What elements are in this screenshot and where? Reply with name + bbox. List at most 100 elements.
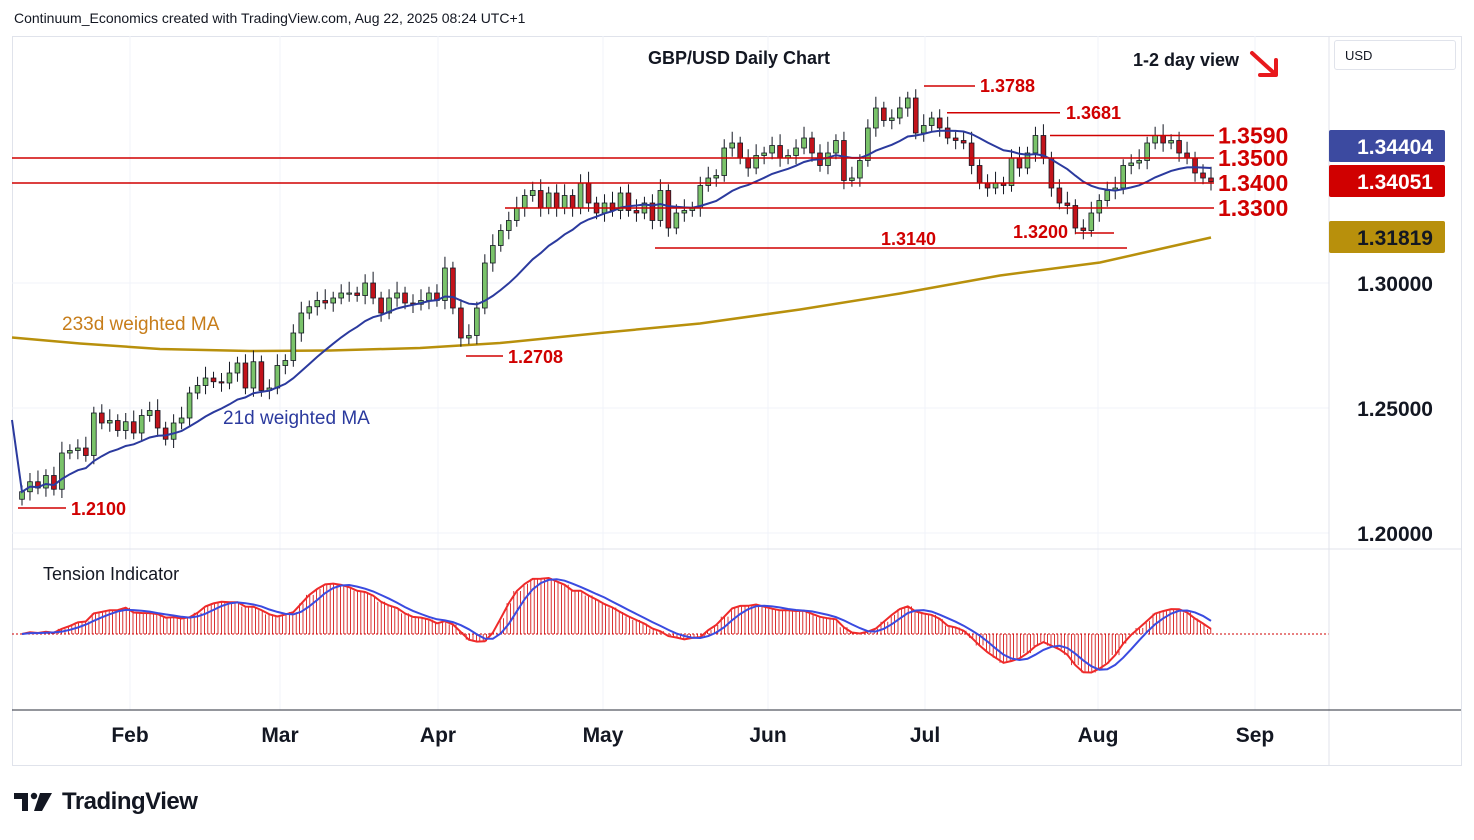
candle: [258, 355, 265, 397]
candle-body-down: [912, 97, 919, 134]
candle: [386, 289, 392, 320]
candle-body-up: [442, 267, 448, 301]
candle: [1112, 176, 1119, 200]
candle-body-down: [777, 145, 783, 159]
candle: [234, 356, 241, 382]
candle-body-down: [1016, 157, 1023, 169]
candle: [737, 136, 743, 165]
candle-body-up: [1096, 200, 1103, 214]
candle: [505, 211, 512, 240]
candle-body-up: [1128, 162, 1134, 166]
tradingview-brand[interactable]: TradingView: [14, 788, 198, 816]
level-label: 1.3590: [1218, 123, 1288, 149]
candle-body-up: [761, 152, 767, 156]
x-tick-label: Jul: [910, 724, 940, 747]
candle-body-up: [1088, 212, 1095, 231]
candle: [282, 354, 289, 375]
candle-body-up: [753, 155, 759, 169]
candle-body-down: [370, 282, 376, 299]
candle-body-up: [490, 245, 496, 264]
candle-body-up: [1024, 152, 1031, 169]
candle: [51, 466, 57, 496]
candle-body-down: [1208, 177, 1214, 183]
candle-body-up: [306, 306, 313, 314]
candle: [984, 174, 991, 197]
candle-body-down: [625, 192, 632, 211]
candle-body-up: [194, 385, 201, 394]
candle-body-down: [745, 157, 751, 169]
candle: [186, 386, 193, 427]
candle-body-up: [170, 422, 177, 440]
candle-body-up: [362, 282, 368, 296]
candle: [99, 404, 105, 430]
candle-body-up: [873, 107, 879, 129]
candle-body-up: [186, 392, 193, 419]
candle: [354, 286, 360, 302]
candle-body-down: [952, 137, 959, 141]
candle: [202, 366, 209, 395]
candle-body-up: [673, 212, 680, 229]
candle-body-down: [99, 412, 105, 424]
candle-body-up: [107, 420, 113, 424]
candle-body-up: [889, 117, 895, 121]
price-badge-label: 1.31819: [1357, 227, 1433, 250]
ma-233d-line: [11, 236, 1212, 353]
x-tick-label: Feb: [111, 724, 148, 747]
candle-body-up: [729, 142, 735, 149]
candle: [1184, 141, 1190, 165]
candle-body-up: [1120, 165, 1126, 189]
tension-indicator-panel: [12, 576, 1329, 674]
candle-body-up: [59, 452, 65, 490]
candle-body-down: [737, 142, 743, 159]
candle: [130, 410, 137, 440]
candle-body-down: [1072, 205, 1079, 229]
candle-body-up: [545, 192, 552, 209]
candle-body-up: [505, 220, 512, 231]
candle: [841, 131, 847, 190]
candle-body-down: [633, 210, 640, 214]
candle-body-down: [569, 195, 576, 209]
candle-body-down: [936, 117, 943, 129]
candle: [873, 96, 879, 137]
candle: [585, 171, 592, 212]
x-tick-label: Mar: [261, 724, 298, 747]
candle-body-down: [130, 421, 137, 434]
candle-body-up: [1144, 142, 1150, 161]
candle-body-up: [825, 152, 831, 166]
candle: [1016, 146, 1023, 177]
candle-body-down: [944, 127, 951, 139]
candle: [338, 284, 344, 305]
x-tick-label: Apr: [420, 724, 456, 747]
annotation-label: 1.3140: [881, 229, 936, 249]
chart-texts: GBP/USD Daily Chart 1-2 day view 21d wei…: [43, 48, 1278, 584]
level-label: 1.3500: [1218, 145, 1288, 171]
candle: [625, 184, 632, 217]
candle-body-up: [466, 335, 472, 339]
candle-body-up: [577, 182, 584, 209]
candle-body-down: [585, 182, 592, 204]
candle: [178, 406, 185, 430]
y-tick-label: 1.25000: [1357, 398, 1433, 421]
candle: [968, 131, 975, 175]
candle: [83, 436, 89, 462]
price-badge-bg: [1329, 165, 1445, 197]
candle: [490, 234, 496, 272]
candle: [705, 166, 712, 192]
candle-body-down: [809, 137, 815, 154]
candle: [721, 139, 728, 182]
candle-body-down: [258, 361, 265, 391]
candle-body-down: [458, 307, 464, 339]
candle: [553, 184, 560, 217]
candle: [146, 401, 153, 422]
currency-selector[interactable]: USD: [1334, 40, 1456, 70]
candle: [298, 301, 305, 342]
candle-body-down: [553, 192, 560, 209]
candle: [378, 291, 384, 322]
chart-frame: [12, 36, 1462, 766]
candle: [689, 201, 696, 217]
annotation-label: 1.3200: [1013, 222, 1068, 242]
candle: [418, 289, 424, 311]
candle: [665, 184, 672, 237]
candle: [250, 350, 257, 397]
